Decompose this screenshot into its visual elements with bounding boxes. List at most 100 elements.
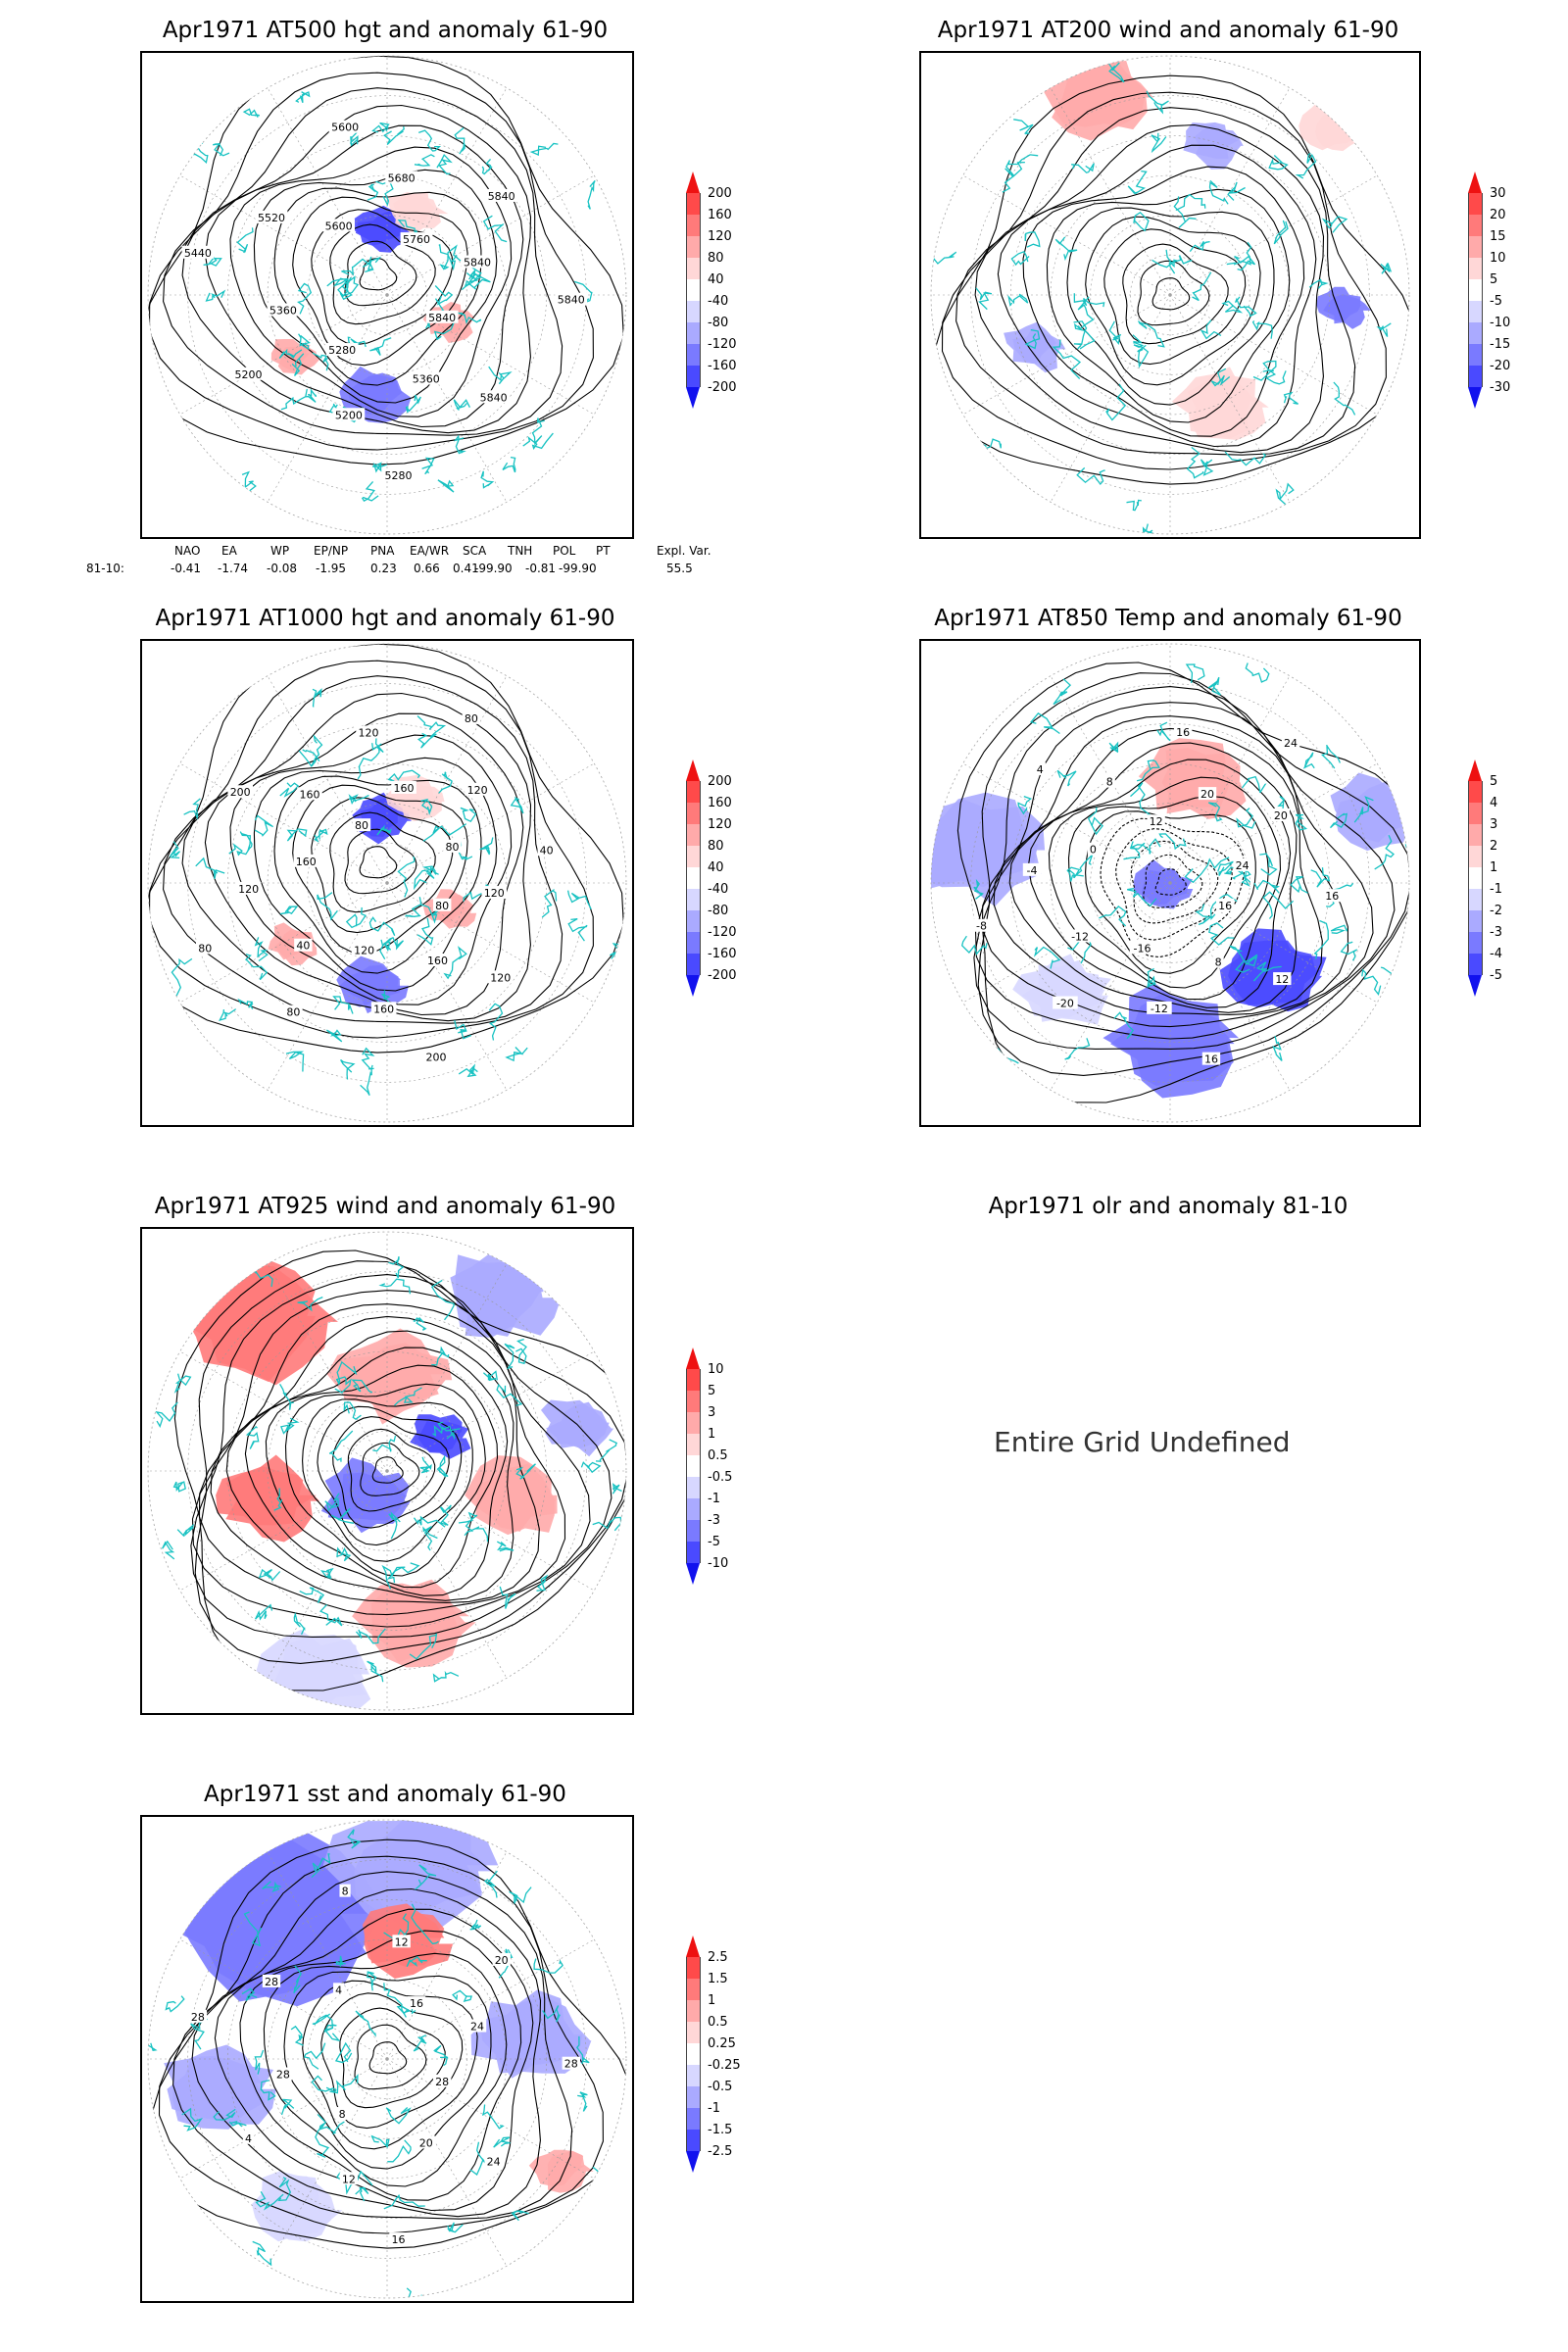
contour-line	[148, 644, 624, 1054]
negative-anomaly-patch	[546, 1401, 614, 1457]
colorbar-top-arrow	[686, 760, 700, 781]
coastline	[989, 1048, 1019, 1071]
contour-label-bg	[1173, 724, 1193, 738]
coastline	[280, 2098, 295, 2116]
coastline	[529, 142, 559, 156]
coastline	[349, 130, 359, 147]
contour-label: 5360	[413, 372, 440, 385]
coastline	[379, 937, 404, 960]
coastline	[252, 2240, 272, 2267]
colorbar-label: -200	[708, 380, 737, 395]
coastline	[1329, 812, 1348, 829]
colorbar-segment	[686, 803, 701, 824]
meridian-line	[386, 675, 508, 884]
contour-line	[1122, 243, 1229, 345]
meridian-line	[962, 762, 1171, 884]
coastline	[488, 1003, 504, 1041]
coastline	[148, 2042, 158, 2067]
coastline	[438, 243, 458, 271]
meridian-line	[179, 762, 388, 884]
coastline	[243, 1911, 263, 1947]
map-at1000: 80 120 160 200 160 120 80 40 80 120 160 200 160 80 120…	[140, 639, 634, 1127]
negative-anomaly-patch	[479, 1996, 592, 2074]
contour-line	[332, 1416, 450, 1529]
coastline	[173, 1373, 192, 1394]
coastline	[418, 897, 440, 924]
colorbar-segment	[686, 2043, 701, 2065]
coastline	[1029, 712, 1060, 735]
coastline	[368, 916, 396, 936]
coastline	[371, 122, 390, 133]
coastline	[1227, 181, 1246, 201]
colorbar-segment	[686, 1498, 701, 1520]
coastline	[469, 1919, 482, 1931]
coastline	[255, 1603, 273, 1621]
contour-label: 28	[435, 2076, 449, 2088]
colorbar-label: 200	[708, 186, 732, 201]
colorbar-segment	[1468, 846, 1483, 867]
coastline	[433, 2044, 449, 2067]
coastline	[437, 479, 455, 493]
coastline	[496, 1541, 514, 1552]
map-at850: 16 12 8 16 -12 -16 -20 -12 -8 -4 0 4 8 12 16 20 24 20 24 16	[919, 639, 1421, 1127]
colorbar-segment	[686, 867, 701, 889]
coastline	[453, 399, 470, 411]
coastline	[1024, 328, 1041, 350]
coastline	[1241, 775, 1267, 794]
coastline	[1108, 741, 1119, 754]
coastline	[383, 1983, 407, 2018]
coastline	[975, 287, 993, 311]
contour-label: 120	[238, 883, 259, 896]
negative-anomaly-patch	[1012, 327, 1066, 373]
contour-line	[974, 123, 1325, 454]
coastline	[1146, 90, 1169, 115]
colorbar-segment	[1468, 301, 1483, 322]
coastline	[172, 1481, 186, 1493]
coastline	[347, 336, 367, 350]
contour-label-bg	[392, 1935, 411, 1948]
contour-label-bg	[351, 943, 377, 956]
coastline	[169, 841, 180, 859]
coastline	[324, 1493, 340, 1512]
coastline	[237, 998, 254, 1010]
contour-label: 20	[1274, 809, 1288, 822]
coastline	[531, 417, 545, 446]
tele-header-eawr: EA/WR	[410, 544, 450, 558]
colorbar-label: -1	[1490, 882, 1502, 897]
colorbar-segment	[1468, 867, 1483, 889]
coastline	[480, 470, 495, 489]
colorbar-segment	[686, 1520, 701, 1542]
coastline	[409, 1633, 438, 1660]
colorbar-label: -80	[708, 904, 729, 918]
coastline	[1137, 344, 1150, 368]
colorbar-label: -0.5	[708, 2080, 733, 2094]
contour-label: 20	[495, 1954, 509, 1967]
coastline	[567, 917, 588, 942]
contour-line	[148, 660, 594, 1039]
coastline	[1053, 678, 1072, 706]
coastline	[1165, 249, 1178, 274]
colorbar-at925: 10 5 3 1 0.5 -0.5 -1 -3 -5 -10	[686, 1348, 732, 1585]
meridian-line	[1050, 294, 1171, 503]
coastline	[1146, 967, 1156, 989]
coastline	[387, 769, 421, 782]
meridian-line	[386, 174, 595, 296]
contour-label-bg	[1034, 761, 1046, 775]
contour-label: 120	[490, 971, 511, 984]
colorbar-segment	[686, 1412, 701, 1434]
contour-label: 28	[276, 2069, 290, 2082]
contour-label: 16	[1218, 900, 1232, 912]
colorbar-segment	[1468, 193, 1483, 215]
contour-label-bg	[1233, 858, 1251, 871]
contour-label: 16	[1176, 726, 1190, 739]
tele-value-pna: 0.23	[370, 562, 397, 575]
contour-line	[1066, 207, 1275, 406]
contour-line	[1137, 260, 1210, 326]
contour-label: 4	[335, 1984, 342, 1996]
colorbar-segment	[686, 215, 701, 236]
coastline	[447, 2222, 464, 2233]
contour-label-bg	[555, 292, 588, 306]
coastline	[1321, 216, 1348, 233]
coastline	[1295, 152, 1317, 179]
coastline	[422, 1525, 438, 1551]
